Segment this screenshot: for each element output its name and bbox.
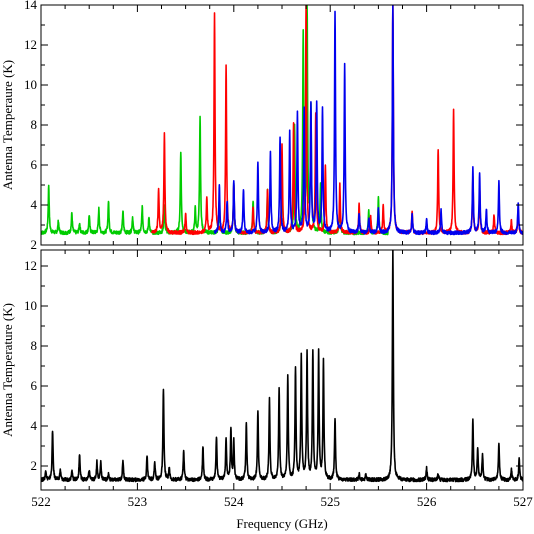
- x-tick-label: 523: [128, 494, 148, 509]
- y-tick-label: 12: [24, 37, 37, 52]
- x-tick-label: 522: [31, 494, 51, 509]
- series-line-3: [213, 5, 523, 236]
- y-tick-label: 6: [31, 157, 38, 172]
- x-tick-label: 526: [417, 494, 437, 509]
- bottom-y-axis-label: Antenna Temperature (K): [0, 303, 15, 437]
- y-tick-label: 2: [31, 458, 38, 473]
- y-tick-label: 4: [31, 418, 38, 433]
- y-tick-label: 12: [24, 258, 37, 273]
- bottom-panel: 2 4 6 8 10 12 522 523 524 525 526 527 Antenna Tempe…: [0, 249, 533, 531]
- top-panel: 2 4 6 8 10 12 14 Antenna Temperaure (K): [0, 0, 524, 252]
- bottom-plot-frame: [40, 249, 524, 491]
- y-tick-label: 14: [24, 0, 38, 12]
- y-tick-label: 8: [31, 338, 38, 353]
- x-tick-label: 524: [224, 494, 244, 509]
- top-y-axis-label: Antenna Temperaure (K): [0, 60, 15, 190]
- y-tick-label: 6: [31, 378, 38, 393]
- y-tick-label: 2: [31, 237, 38, 252]
- x-axis-label: Frequency (GHz): [236, 516, 327, 531]
- top-ticks-group: 2 4 6 8 10 12 14: [24, 0, 524, 252]
- y-tick-label: 10: [24, 77, 37, 92]
- top-series-group: [41, 5, 523, 236]
- top-plot-frame: [40, 4, 524, 246]
- x-tick-label: 527: [513, 494, 533, 509]
- series-line-1: [41, 250, 523, 483]
- y-tick-label: 10: [24, 298, 37, 313]
- x-tick-label: 525: [320, 494, 340, 509]
- y-tick-label: 4: [31, 197, 38, 212]
- y-tick-label: 8: [31, 117, 38, 132]
- bottom-series-group: [41, 250, 523, 483]
